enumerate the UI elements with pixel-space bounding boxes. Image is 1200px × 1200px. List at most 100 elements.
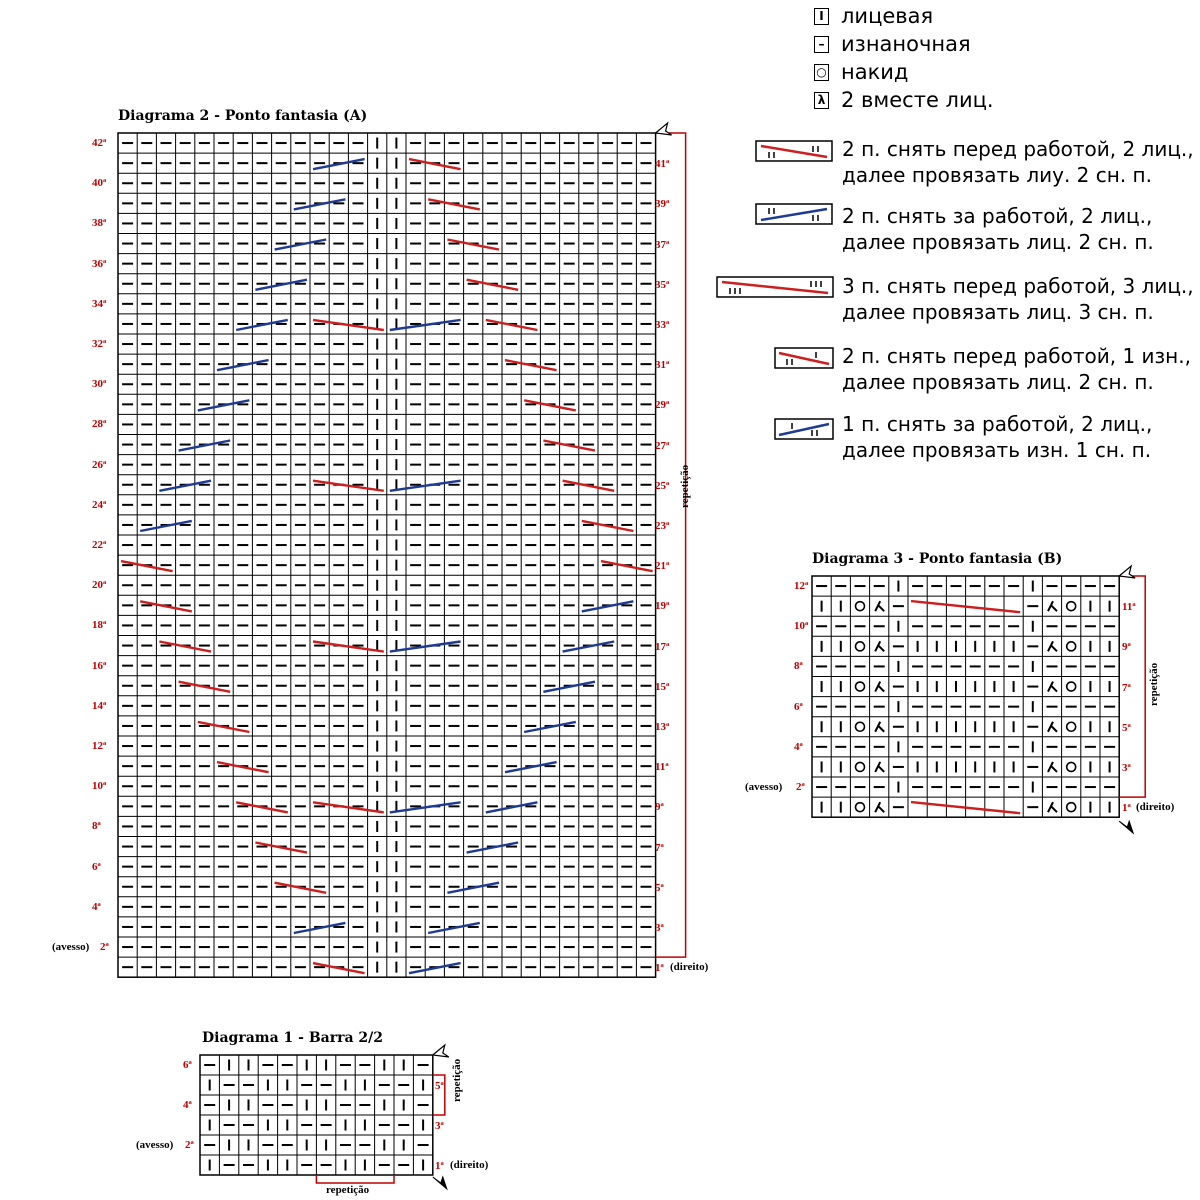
k2tog-stitch bbox=[1047, 721, 1058, 733]
cable-mark bbox=[485, 318, 538, 332]
row-note-left: (avesso) bbox=[52, 941, 90, 953]
cable-mark bbox=[543, 439, 596, 452]
row-label-left: 6ª bbox=[92, 860, 101, 873]
diagram2-title: Diagrama 2 - Ponto fantasia (A) bbox=[118, 108, 368, 124]
legend-cable-5-text: 1 п. снять за работой, 2 лиц., далее пров… bbox=[842, 412, 1153, 462]
cable-mark bbox=[178, 439, 231, 452]
cable-mark bbox=[466, 841, 519, 854]
cable-mark bbox=[543, 680, 596, 693]
legend-yarn-over: ○ накид bbox=[814, 60, 908, 84]
cable-mark bbox=[447, 881, 500, 894]
cable-mark bbox=[910, 800, 1021, 815]
legend-cable-4-text: 2 п. снять перед работой, 1 изн., далее п… bbox=[842, 344, 1191, 394]
row-label-right: 25ª bbox=[655, 479, 670, 492]
k2tog-stitch bbox=[874, 600, 885, 612]
diagram2-grid bbox=[117, 121, 687, 978]
row-label-right: 21ª bbox=[655, 560, 670, 573]
legend-k2tog: λ 2 вместе лиц. bbox=[814, 88, 994, 112]
diagram1-repeat-label-bottom: repetição bbox=[326, 1184, 370, 1196]
cable-mark bbox=[504, 760, 557, 774]
cable-mark bbox=[312, 640, 384, 653]
row-label-right: 17ª bbox=[655, 640, 670, 653]
row-label-right: 31ª bbox=[655, 359, 670, 372]
cable-mark bbox=[216, 760, 269, 774]
cable-mark bbox=[120, 559, 173, 573]
diagram1-repeat-label-side: repetição bbox=[451, 1058, 463, 1102]
row-label-left: 42ª bbox=[92, 137, 107, 149]
cable-mark bbox=[427, 921, 481, 935]
cable-mark bbox=[312, 801, 384, 814]
row-label-left: 4ª bbox=[794, 740, 803, 753]
cable-mark bbox=[159, 640, 212, 653]
yarn-over-stitch bbox=[1065, 761, 1077, 773]
k2tog-stitch bbox=[1047, 600, 1058, 612]
cable-mark bbox=[523, 720, 577, 734]
cable-2-1-front-purl-icon bbox=[774, 347, 834, 369]
legend: I лицевая – изнаночная ○ накид λ 2 вмест… bbox=[0, 0, 1200, 470]
cable-mark bbox=[408, 961, 461, 975]
cable-3-3-front-icon bbox=[716, 276, 834, 298]
row-label-right: 13ª bbox=[655, 720, 670, 733]
yarn-over-stitch bbox=[854, 761, 866, 773]
row-label-right: 1ª bbox=[1122, 802, 1131, 815]
cable-mark bbox=[197, 720, 250, 734]
row-label-right: 5ª bbox=[655, 881, 664, 894]
row-label-left: 24ª bbox=[92, 498, 107, 511]
yarn-over-stitch bbox=[1065, 600, 1077, 612]
yarn-over-icon: ○ bbox=[814, 63, 829, 81]
cable-mark bbox=[293, 198, 346, 211]
row-label-right: 23ª bbox=[655, 519, 670, 532]
legend-knit-label: лицевая bbox=[841, 4, 934, 28]
legend-cable-2-text: 2 п. снять за работой, 2 лиц., далее пров… bbox=[842, 204, 1154, 254]
row-label-left: 30ª bbox=[92, 378, 107, 391]
cable-mark bbox=[159, 479, 212, 492]
row-label-left: 4ª bbox=[183, 1099, 192, 1111]
yarn-over-stitch bbox=[1065, 801, 1077, 813]
row-label-right: 7ª bbox=[655, 841, 664, 854]
legend-purl-label: изнаночная bbox=[841, 32, 971, 56]
k2tog-stitch bbox=[874, 681, 885, 693]
cable-mark bbox=[523, 399, 577, 412]
cable-mark bbox=[562, 479, 615, 492]
yarn-over-stitch bbox=[1065, 641, 1077, 652]
row-label-right: 7ª bbox=[1122, 681, 1131, 694]
cable-mark bbox=[235, 318, 289, 332]
row-label-right: 11ª bbox=[1122, 601, 1136, 614]
cable-mark bbox=[274, 881, 327, 894]
row-label-left: 22ª bbox=[92, 539, 107, 551]
row-label-right: 19ª bbox=[655, 600, 670, 613]
row-label-right: 29ª bbox=[655, 399, 670, 412]
legend-cable-3-text: 3 п. снять перед работой, 3 лиц., далее п… bbox=[842, 274, 1194, 324]
cable-mark bbox=[581, 600, 634, 613]
yarn-over-stitch bbox=[1065, 721, 1077, 733]
cable-1-2-back-purl-icon bbox=[774, 418, 834, 440]
diagram3-grid bbox=[811, 564, 1146, 835]
row-label-left: 2ª bbox=[100, 941, 109, 953]
yarn-over-stitch bbox=[854, 801, 866, 813]
row-label-left: 40ª bbox=[92, 177, 107, 190]
yarn-over-stitch bbox=[854, 641, 866, 652]
row-label-left: 12ª bbox=[794, 580, 809, 592]
k2tog-stitch bbox=[874, 640, 885, 653]
cable-mark bbox=[255, 278, 308, 291]
row-label-left: 16ª bbox=[92, 659, 107, 672]
cable-mark bbox=[447, 238, 500, 251]
k2tog-stitch bbox=[1047, 761, 1058, 773]
row-label-left: 32ª bbox=[92, 338, 107, 350]
cable-mark bbox=[389, 479, 461, 492]
cable-mark bbox=[427, 198, 481, 211]
row-label-right: 5ª bbox=[435, 1080, 444, 1092]
repeat-bracket bbox=[655, 132, 687, 958]
row-label-right: 1ª bbox=[435, 1160, 444, 1172]
cable-mark bbox=[312, 318, 384, 332]
cable-mark bbox=[312, 479, 384, 492]
row-label-right: 37ª bbox=[655, 238, 670, 251]
k2tog-stitch bbox=[874, 801, 885, 813]
legend-yarn-over-label: накид bbox=[841, 60, 909, 84]
end-arrow-icon bbox=[1118, 819, 1135, 835]
row-label-left: 10ª bbox=[92, 780, 107, 793]
row-label-left: 36ª bbox=[92, 257, 107, 270]
row-label-right: 9ª bbox=[655, 801, 664, 814]
row-label-left: 14ª bbox=[92, 699, 107, 712]
row-label-left: 2ª bbox=[185, 1139, 194, 1151]
